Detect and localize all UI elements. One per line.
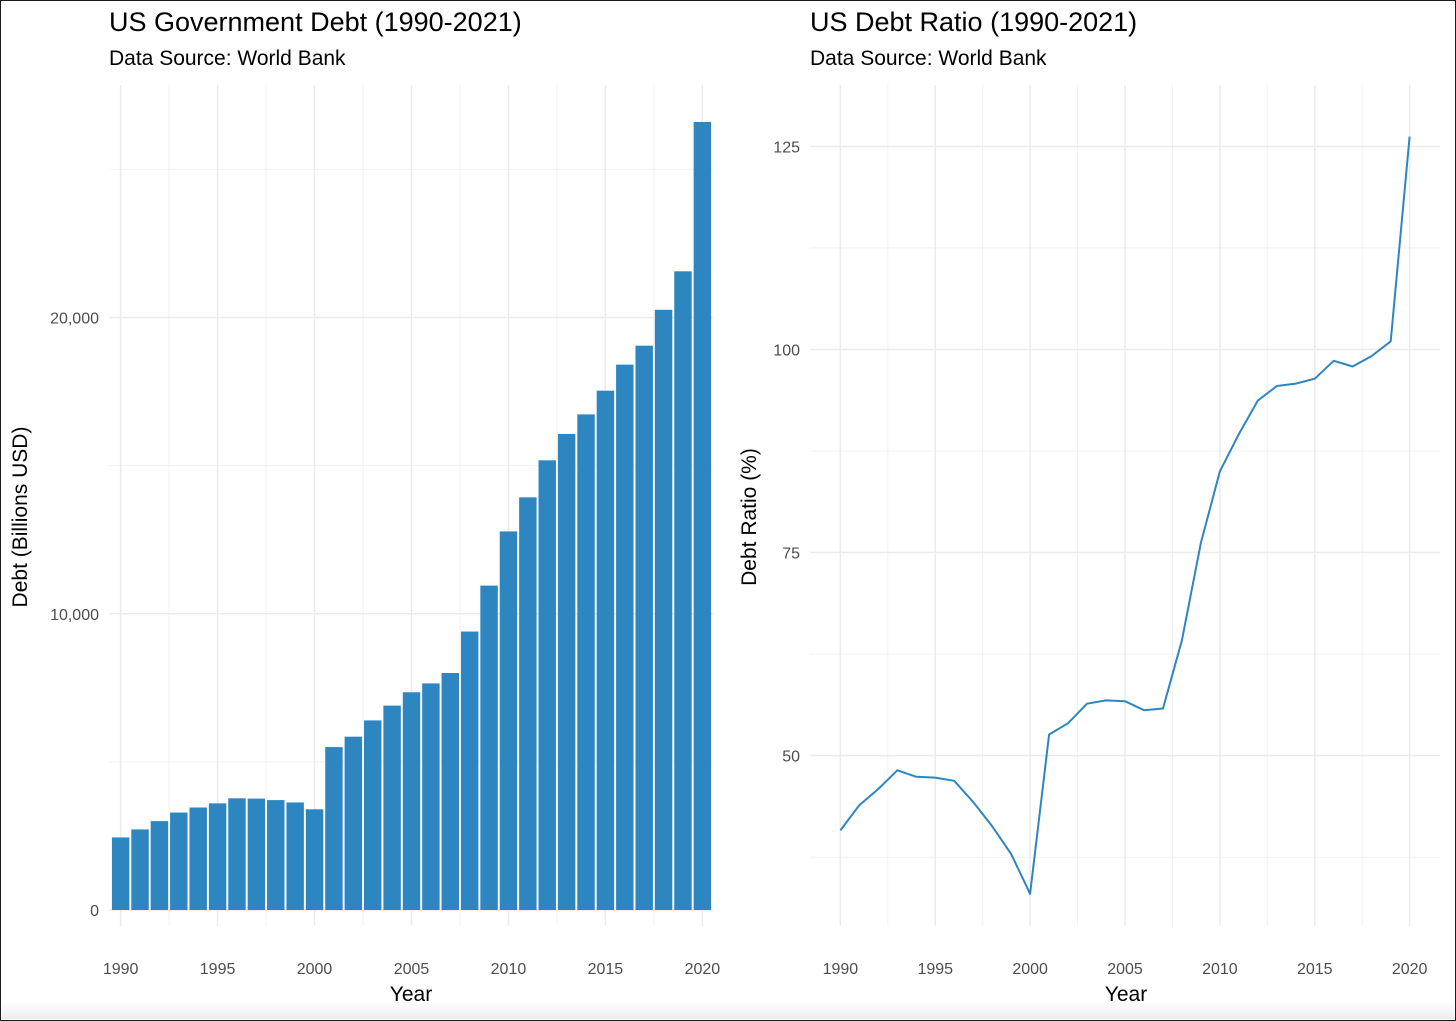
debt-bar-1996 <box>228 798 246 910</box>
debt-bar-2007 <box>441 673 460 910</box>
debt-x-tick-label: 2015 <box>588 961 624 978</box>
ratio-y-tick-label: 75 <box>782 546 800 563</box>
ratio-x-tick-label: 2010 <box>1202 961 1238 978</box>
ratio-x-tick-label: 1990 <box>823 961 859 978</box>
debt-bars <box>111 122 712 911</box>
debt-bar-2020 <box>693 122 712 910</box>
debt-bar-1999 <box>286 802 304 910</box>
debt-bar-2000 <box>305 809 324 910</box>
debt-bar-2017 <box>635 345 653 911</box>
debt-bar-1997 <box>247 798 266 910</box>
debt-bar-2009 <box>480 585 498 910</box>
debt-x-ticks: 1990 1995 2000 2005 2010 2015 2020 <box>103 961 720 978</box>
debt-bar-chart: 0 10,000 20,000 1990 1995 2000 2005 2010 2015 20… <box>9 7 720 1006</box>
debt-bar-2008 <box>460 631 479 910</box>
bottom-shade <box>2 1001 1454 1019</box>
ratio-x-ticks: 1990 1995 2000 2005 2010 2015 2020 <box>823 961 1428 978</box>
debt-bar-2003 <box>363 720 382 910</box>
debt-y-tick-label: 0 <box>90 903 99 920</box>
debt-chart-title: US Government Debt (1990-2021) <box>109 7 522 37</box>
debt-x-tick-label: 1995 <box>200 961 236 978</box>
debt-bar-2014 <box>577 414 595 910</box>
debt-y-tick-label: 10,000 <box>50 607 99 624</box>
debt-x-tick-label: 2000 <box>297 961 333 978</box>
ratio-y-tick-label: 125 <box>773 139 800 156</box>
debt-bar-2012 <box>538 460 556 910</box>
ratio-x-tick-label: 2020 <box>1392 961 1428 978</box>
ratio-chart-subtitle: Data Source: World Bank <box>810 47 1047 70</box>
debt-bar-2010 <box>499 531 518 910</box>
ratio-y-tick-label: 50 <box>782 749 800 766</box>
debt-x-tick-label: 1990 <box>103 961 139 978</box>
debt-bar-1992 <box>150 821 169 910</box>
ratio-y-ticks: 50 75 100 125 <box>773 139 800 765</box>
ratio-x-tick-label: 2015 <box>1297 961 1333 978</box>
debt-bar-1998 <box>267 800 285 910</box>
debt-ratio-line <box>839 136 1411 895</box>
debt-bar-2018 <box>654 309 673 910</box>
debt-bar-2005 <box>402 692 421 910</box>
debt-bar-1994 <box>189 807 207 910</box>
debt-bar-2004 <box>383 705 401 910</box>
debt-bar-1993 <box>170 812 188 910</box>
ratio-y-axis-label: Debt Ratio (%) <box>738 448 761 586</box>
ratio-x-tick-label: 1995 <box>917 961 953 978</box>
debt-bar-1991 <box>131 829 149 910</box>
ratio-line-series <box>839 136 1411 895</box>
debt-bar-2001 <box>325 747 343 910</box>
debt-bar-2016 <box>616 364 634 910</box>
debt-x-tick-label: 2020 <box>685 961 721 978</box>
ratio-chart-title: US Debt Ratio (1990-2021) <box>810 7 1137 37</box>
debt-bar-2002 <box>344 736 363 910</box>
debt-bar-2013 <box>557 433 576 910</box>
debt-x-axis-label: Year <box>390 983 432 1006</box>
ratio-x-axis-label: Year <box>1105 983 1147 1006</box>
debt-bar-1990 <box>111 837 130 910</box>
ratio-y-tick-label: 100 <box>773 342 800 359</box>
debt-y-tick-label: 20,000 <box>50 311 99 328</box>
debt-x-tick-label: 2005 <box>394 961 430 978</box>
debt-bar-1995 <box>208 803 227 910</box>
debt-bar-2006 <box>422 683 440 910</box>
debt-bar-2011 <box>519 497 537 910</box>
ratio-x-tick-label: 2000 <box>1012 961 1048 978</box>
debt-y-ticks: 0 10,000 20,000 <box>50 311 99 920</box>
debt-chart-subtitle: Data Source: World Bank <box>109 47 346 70</box>
debt-y-axis-label: Debt (Billions USD) <box>9 427 32 608</box>
ratio-x-tick-label: 2005 <box>1107 961 1143 978</box>
debt-x-tick-label: 2010 <box>491 961 527 978</box>
debt-bar-2015 <box>596 390 615 911</box>
debt-bar-2019 <box>674 271 692 910</box>
ratio-grid <box>810 85 1440 926</box>
